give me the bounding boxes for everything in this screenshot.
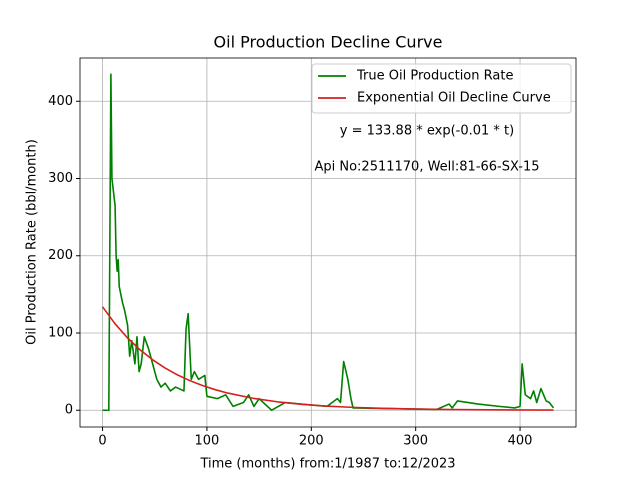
legend-label: Exponential Oil Decline Curve (357, 91, 551, 106)
x-tick-label: 200 (299, 434, 324, 449)
y-tick-label: 200 (48, 248, 73, 263)
series-line (102, 73, 555, 412)
annotation: Api No:2511170, Well:81-66-SX-15 (314, 160, 539, 175)
y-axis-label: Oil Production Rate (bbl/month) (25, 139, 40, 345)
legend-box (311, 63, 572, 114)
series-line (101, 306, 554, 411)
plot-frame (79, 57, 577, 428)
x-tick-label: 100 (195, 434, 220, 449)
x-tick-label: 0 (98, 434, 106, 449)
y-tick-label: 100 (48, 325, 73, 340)
y-tick-label: 400 (48, 94, 73, 109)
y-tick-label: 300 (48, 171, 73, 186)
x-tick-label: 300 (403, 434, 428, 449)
x-tick-label: 400 (508, 434, 533, 449)
y-tick-label: 0 (65, 403, 73, 418)
chart-title: Oil Production Decline Curve (214, 33, 443, 52)
annotation: y = 133.88 * exp(-0.01 * t) (340, 124, 514, 139)
x-axis-label: Time (months) from:1/1987 to:12/2023 (199, 457, 455, 472)
legend-label: True Oil Production Rate (356, 69, 513, 84)
